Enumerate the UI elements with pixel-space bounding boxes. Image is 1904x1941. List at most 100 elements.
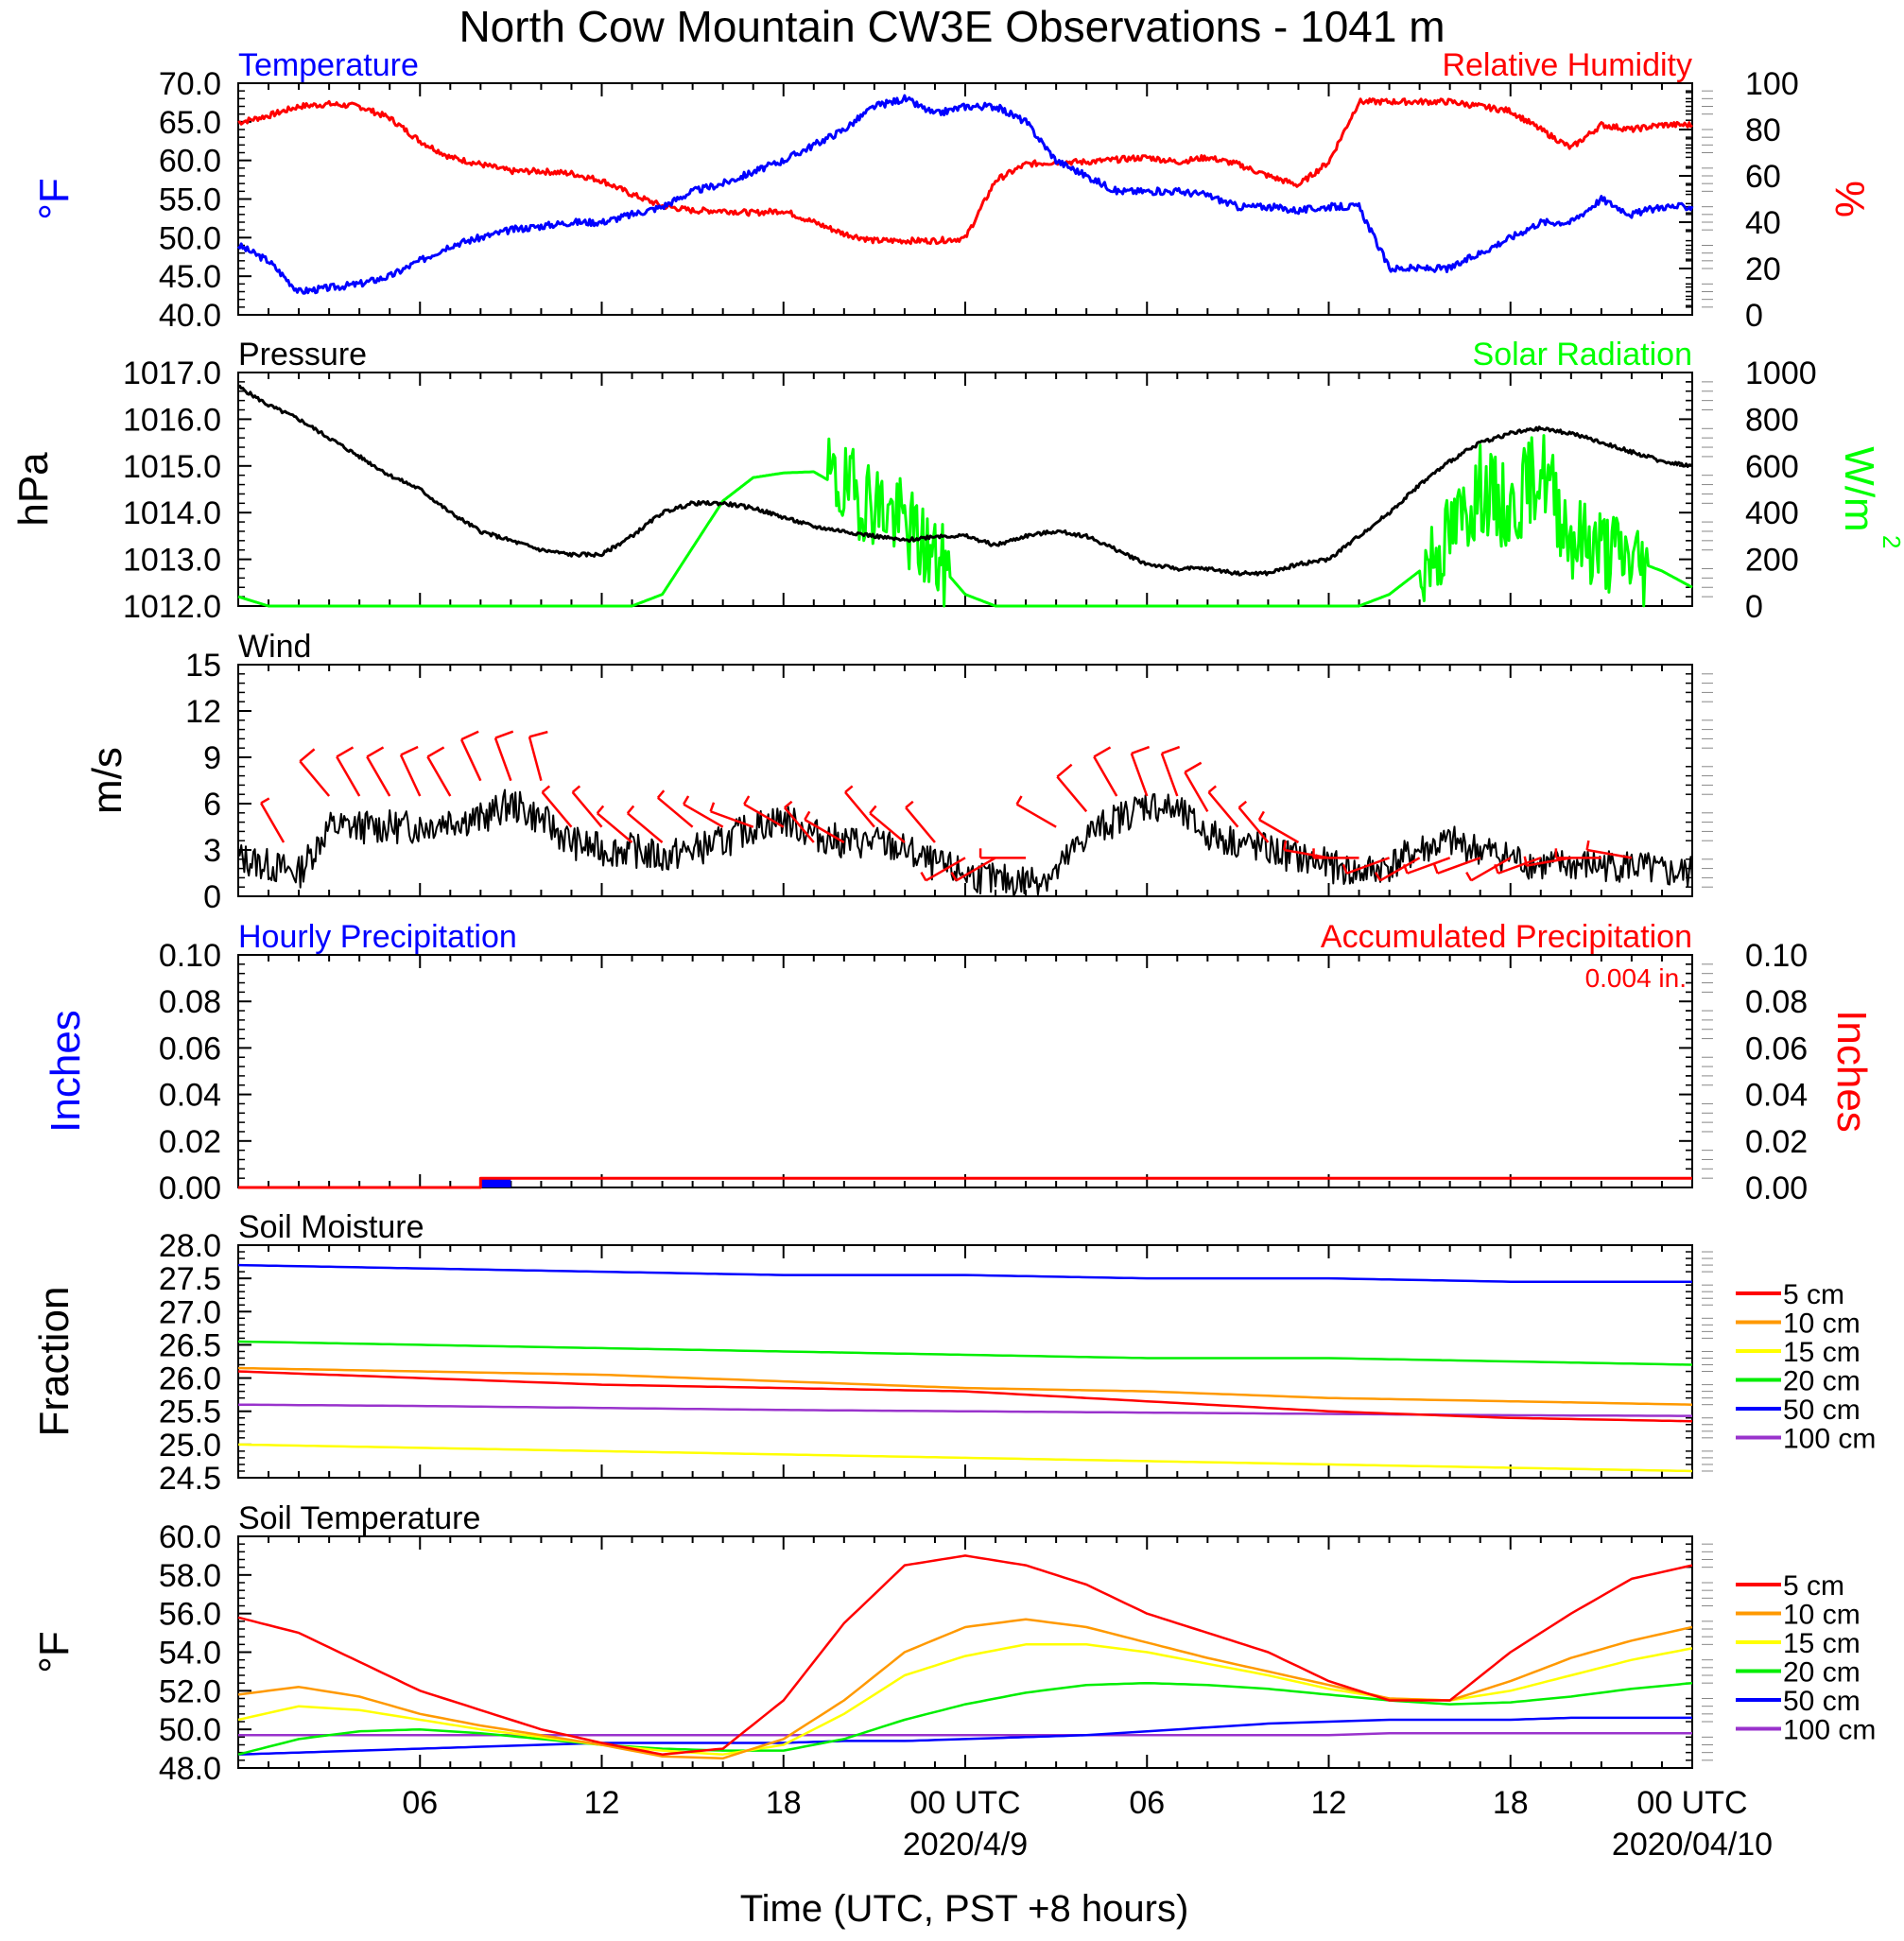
wind-barb [683,795,724,828]
wind-barb [1554,848,1601,859]
figure-title: North Cow Mountain CW3E Observations - 1… [459,2,1445,51]
series-soil-10cm [237,1366,1693,1406]
panel-left-title: Soil Temperature [238,1500,480,1536]
panel-soil-temperature: 60.058.056.054.052.050.048.0 Soil Tempera… [31,1500,1876,1787]
y-tick-label-right: 0.06 [1745,1031,1808,1066]
wind-barb-staff [1497,857,1542,875]
y-tick-label: 58.0 [159,1558,221,1594]
series-soil-50cm [237,1716,1692,1756]
series-wind-speed [237,789,1693,897]
y-axis-label: °F [31,1631,78,1672]
x-tick-label: 18 [766,1785,802,1821]
y-tick-label: 0.04 [159,1078,221,1114]
y-tick-label: 1017.0 [123,355,221,391]
panel-right-title: Relative Humidity [1442,47,1692,83]
wind-barb-flag [1523,856,1528,866]
wind-barb-flag [1015,795,1023,806]
wind-barb-staff [710,810,754,828]
x-tick-label: 06 [1129,1785,1165,1821]
wind-barb-staff [743,803,785,828]
wind-barb-flag [1056,763,1073,778]
y-tick-label-right: 1000 [1745,355,1817,391]
wind-barb-staff [528,736,543,781]
wind-barb-staff [844,791,875,828]
wind-barb-flag [950,872,958,881]
wind-barb [571,785,603,828]
wind-barb-staff [1238,806,1270,843]
y-tick-label: 6 [203,787,221,823]
panel-left-title: Soil Moisture [238,1209,424,1245]
wind-barb-staff [955,857,996,882]
wind-barb [493,730,514,782]
y-tick-label: 24.5 [159,1461,221,1497]
series-soil-5cm [237,1370,1693,1423]
wind-barb-staff [804,818,845,844]
wind-barb [1160,745,1181,797]
wind-barb-flag [804,810,811,821]
panel-wind: 15 12 9 6 3 0 Wind m/s [84,629,1713,915]
wind-barb [1494,857,1542,875]
y-tick-label: 9 [203,740,221,776]
wind-barb-flag [1494,863,1499,875]
y-tick-label: 1014.0 [123,495,221,531]
wind-barb [399,745,422,797]
wind-barb [1207,785,1239,828]
wind-barb-staff [596,812,633,843]
panel-right-title: Solar Radiation [1473,337,1692,373]
wind-barb-staff [1346,857,1391,875]
wind-barb-flag [366,746,385,758]
wind-barb-staff [336,755,361,797]
wind-barb-flag [709,802,716,812]
wind-barb-flag [1238,800,1248,809]
wind-barb-staff [1470,857,1512,882]
wind-barb-staff [1184,771,1209,812]
y-axis-label: hPa [10,452,57,527]
wind-barb [299,748,331,797]
x-tick-label: 12 [1311,1785,1347,1821]
wind-barb-staff [925,857,966,882]
y-axis-label-right-exponent: 2 [1878,535,1904,548]
wind-barb-flag [460,730,479,741]
legend-entry: 50 cm [1783,1686,1861,1717]
wind-barb-staff [1258,818,1300,844]
wind-barb-staff [493,737,512,782]
wind-barb [1433,857,1481,875]
wind-barb-staff [1437,857,1481,875]
wind-barb [1130,745,1151,797]
wind-barb [950,857,996,882]
y-tick-label: 3 [203,833,221,869]
y-axis-label-right: Inches [1828,1010,1875,1133]
panels: 70.065.060.055.050.045.040.0100806040200… [10,47,1904,1787]
y-tick-label: 65.0 [159,105,221,141]
y-tick-label: 1016.0 [123,402,221,438]
legend-entry: 20 cm [1783,1366,1861,1397]
wind-barb [1184,761,1209,812]
y-tick-label: 70.0 [159,66,221,102]
wind-barb [1465,857,1512,882]
wind-barb-flag [1131,745,1151,755]
wind-barb [905,800,936,843]
y-tick-label: 50.0 [159,220,221,256]
wind-barb-staff [1407,857,1451,875]
wind-barb-flag [743,795,751,806]
wind-barb-flag [844,785,854,793]
y-tick-label: 27.5 [159,1261,221,1297]
x-tick-label: 12 [584,1785,620,1821]
wind-barb-flag [626,805,635,814]
wind-barb-flag [260,797,270,805]
wind-barb-flag [1465,872,1473,881]
wind-barb-flag [336,746,355,758]
y-tick-label-right: 800 [1745,402,1799,438]
wind-barb-staff [1160,753,1179,797]
y-tick-label-right: 0 [1745,298,1763,334]
wind-barb [804,810,845,844]
y-tick-label: 0.08 [159,984,221,1020]
wind-barb [336,746,361,797]
wind-barb-staff [426,755,452,797]
legend-entry: 10 cm [1783,1600,1861,1631]
wind-barb [743,795,785,828]
series-pressure [237,384,1693,577]
y-tick-label-right: 80 [1745,113,1781,148]
